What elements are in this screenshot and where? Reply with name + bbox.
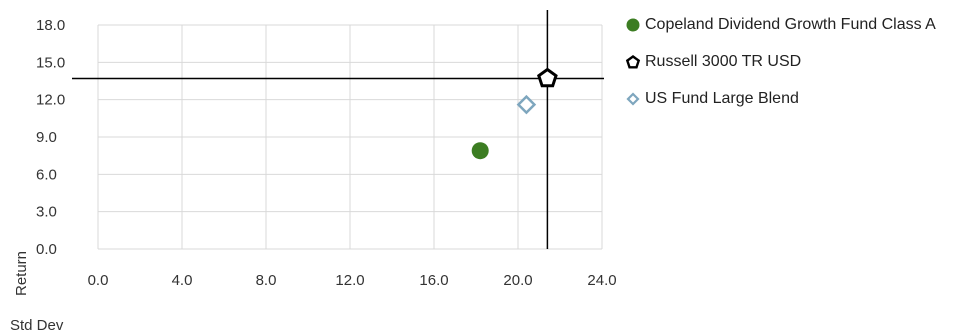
- data-point-russell-3000: [537, 67, 558, 88]
- legend-item-us-fund-large-blend: US Fund Large Blend: [625, 86, 936, 112]
- x-tick-label: 4.0: [172, 272, 193, 289]
- y-tick-label: 18.0: [36, 17, 65, 34]
- data-point-copeland: [471, 142, 489, 160]
- x-axis-title: Std Dev: [10, 317, 64, 334]
- benchmark-crosshair: [72, 10, 604, 249]
- x-tick-label: 12.0: [335, 272, 364, 289]
- x-tick-label: 0.0: [88, 272, 109, 289]
- diamond-marker-icon: [626, 92, 640, 106]
- x-tick-label: 24.0: [587, 272, 616, 289]
- circle-marker-icon: [626, 18, 640, 32]
- legend-label-us-fund-large-blend: US Fund Large Blend: [645, 90, 799, 107]
- data-points: [471, 67, 558, 160]
- y-axis-ticks: 0.0 3.0 6.0 9.0 12.0 15.0 18.0: [36, 17, 65, 258]
- legend-item-russell-3000: Russell 3000 TR USD: [625, 49, 936, 75]
- x-tick-label: 8.0: [256, 272, 277, 289]
- legend-label-copeland: Copeland Dividend Growth Fund Class A: [645, 16, 936, 33]
- y-tick-label: 3.0: [36, 204, 57, 221]
- legend: Copeland Dividend Growth Fund Class A Ru…: [625, 12, 936, 123]
- x-tick-label: 20.0: [503, 272, 532, 289]
- x-tick-label: 16.0: [419, 272, 448, 289]
- y-tick-label: 15.0: [36, 54, 65, 71]
- legend-item-copeland: Copeland Dividend Growth Fund Class A: [625, 12, 936, 38]
- grid-lines: [97, 24, 603, 250]
- y-axis-title: Return: [13, 251, 30, 296]
- y-tick-label: 9.0: [36, 129, 57, 146]
- data-point-us-fund-large-blend: [516, 94, 537, 115]
- x-axis-ticks: 0.0 4.0 8.0 12.0 16.0 20.0 24.0: [88, 272, 617, 289]
- y-tick-label: 6.0: [36, 166, 57, 183]
- pentagon-marker-icon: [625, 55, 641, 69]
- legend-label-russell-3000: Russell 3000 TR USD: [645, 53, 802, 70]
- y-tick-label: 12.0: [36, 92, 65, 109]
- y-tick-label: 0.0: [36, 241, 57, 258]
